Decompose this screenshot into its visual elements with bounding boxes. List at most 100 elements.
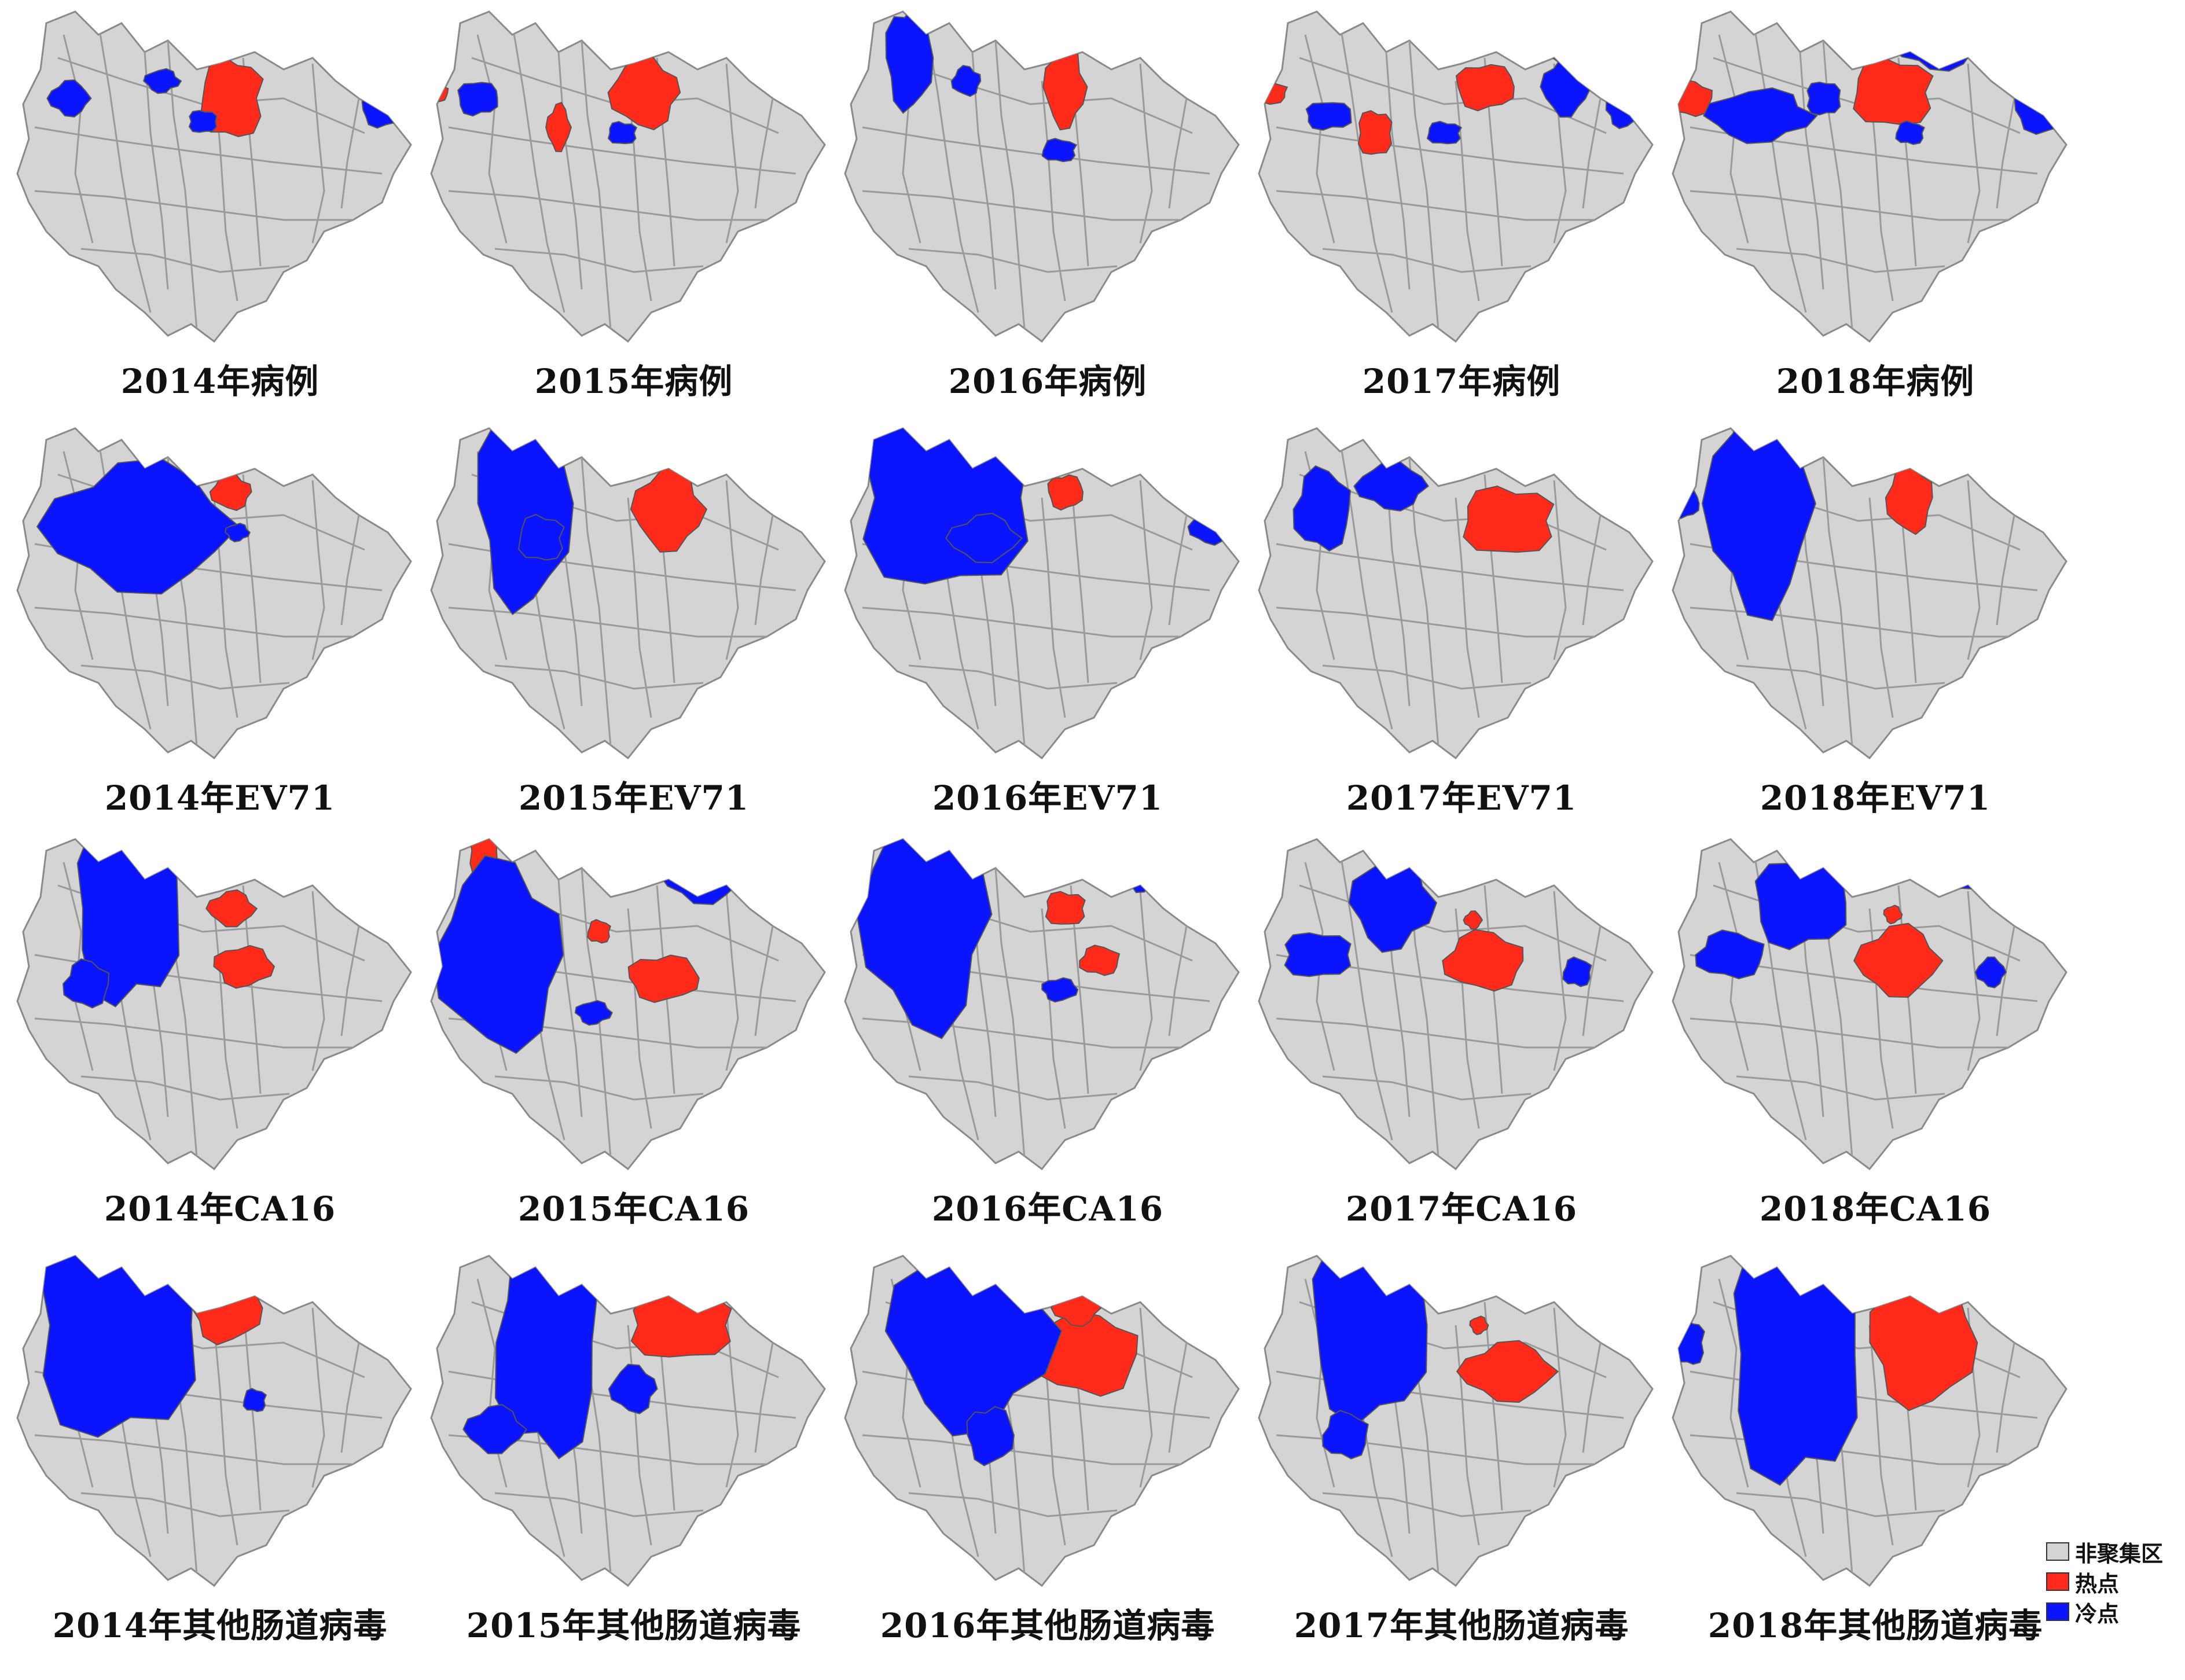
hotspot-region [630, 1291, 732, 1358]
coldspot-region [1041, 138, 1078, 163]
province-outline [844, 10, 1240, 343]
province-map [16, 427, 412, 760]
hotspot-region [1853, 57, 1934, 126]
hotspot-region [209, 472, 252, 511]
coldspot-region [39, 1256, 196, 1438]
province-map [844, 427, 1240, 760]
map-panel: 2016年其他肠道病毒 [839, 1244, 1256, 1649]
hotspot-region [1079, 944, 1121, 976]
coldspot-region [950, 65, 982, 97]
coldspot-region [1259, 468, 1278, 506]
coldspot-region [675, 430, 733, 475]
coldspot-region [1545, 428, 1598, 471]
coldspot-region [1939, 844, 1997, 890]
map-panel: 2015年EV71 [425, 417, 842, 822]
map-caption: 2017年EV71 [1346, 778, 1577, 818]
province-outline [1258, 427, 1654, 760]
hotspot-region [607, 54, 681, 131]
coldspot-region [243, 1388, 267, 1413]
hotspot-region [213, 944, 276, 989]
coldspot-region [62, 958, 110, 1009]
legend-swatch-coldspot [2046, 1602, 2069, 1621]
map-caption: 2014年其他肠道病毒 [52, 1606, 388, 1645]
hotspot-region [1456, 1340, 1559, 1403]
legend-swatch-hotspot [2046, 1572, 2069, 1591]
coldspot-region [1923, 428, 1944, 444]
map-caption: 2017年其他肠道病毒 [1294, 1606, 1629, 1645]
coldspot-region [462, 1404, 528, 1454]
map-caption: 2014年CA16 [104, 1189, 336, 1229]
coldspot-region [966, 1406, 1015, 1466]
province-map [16, 10, 412, 343]
hotspot-region [1463, 910, 1483, 931]
map-caption: 2016年病例 [948, 362, 1147, 401]
map-panel: 2017年病例 [1253, 0, 1670, 405]
coldspot-region [574, 1000, 613, 1026]
province-map [16, 838, 412, 1171]
coldspot-region [1806, 81, 1841, 116]
coldspot-region [1527, 12, 1602, 67]
coldspot-region [254, 850, 291, 874]
province-map [430, 1255, 826, 1587]
province-map [1258, 427, 1654, 760]
hotspot-region [1469, 1315, 1489, 1336]
coldspot-region [1292, 465, 1352, 552]
province-map [430, 10, 826, 343]
coldspot-region [1305, 102, 1352, 131]
map-panel: 2014年EV71 [12, 417, 428, 822]
coldspot-region [270, 12, 352, 60]
map-caption: 2017年病例 [1362, 362, 1561, 401]
coldspot-region [2014, 86, 2066, 135]
map-panel: 2018年病例 [1667, 0, 2084, 405]
coldspot-region [263, 428, 282, 438]
hotspot-region [1045, 891, 1086, 925]
map-caption: 2018年其他肠道病毒 [1707, 1606, 2043, 1645]
province-map [844, 838, 1240, 1171]
hotspot-region [1883, 905, 1903, 925]
coldspot-region [997, 430, 1018, 450]
coldspot-region [862, 428, 1029, 585]
hotspot-region [627, 954, 700, 1003]
coldspot-region [1514, 1256, 1560, 1295]
coldspot-region [225, 523, 251, 543]
hotspot-region [431, 82, 449, 102]
map-panel: 2017年CA16 [1253, 828, 1670, 1233]
coldspot-region [678, 13, 766, 57]
map-caption: 2018年EV71 [1760, 778, 1991, 818]
province-map [1672, 427, 2068, 760]
map-panel: 2014年其他肠道病毒 [12, 1244, 428, 1649]
province-map [430, 427, 826, 760]
province-map [1672, 1255, 2068, 1587]
coldspot-region [1426, 120, 1463, 145]
map-panel: 2015年其他肠道病毒 [425, 1244, 842, 1649]
coldspot-region [1675, 1318, 1705, 1365]
province-outline [430, 10, 826, 343]
coldspot-region [1119, 438, 1161, 464]
coldspot-region [1974, 956, 2007, 988]
coldspot-region [1284, 932, 1352, 977]
coldspot-region [1733, 1256, 1858, 1486]
province-map [16, 1255, 412, 1587]
coldspot-region [457, 82, 498, 117]
coldspot-region [1322, 1410, 1369, 1460]
province-map [1672, 10, 2068, 343]
map-panel: 2016年病例 [839, 0, 1256, 405]
map-caption: 2015年CA16 [517, 1189, 750, 1229]
map-panel: 2016年CA16 [839, 828, 1256, 1233]
coldspot-region [1101, 18, 1181, 52]
province-outline [16, 10, 412, 343]
coldspot-region [1754, 859, 1847, 950]
legend-item-non-cluster: 非聚集区 [2046, 1536, 2173, 1567]
map-panel: 2018年其他肠道病毒 [1667, 1244, 2084, 1649]
map-panel: 2018年CA16 [1667, 828, 2084, 1233]
coldspot-region [885, 12, 934, 114]
map-caption: 2015年EV71 [518, 778, 750, 818]
hotspot-region [1047, 474, 1084, 511]
map-caption: 2018年病例 [1776, 362, 1975, 401]
legend-label: 热点 [2075, 1571, 2120, 1597]
hotspot-region [1442, 929, 1524, 992]
map-caption: 2015年病例 [534, 362, 733, 401]
map-panel: 2017年其他肠道病毒 [1253, 1244, 1670, 1649]
province-map [1672, 838, 2068, 1171]
coldspot-region [188, 109, 218, 133]
